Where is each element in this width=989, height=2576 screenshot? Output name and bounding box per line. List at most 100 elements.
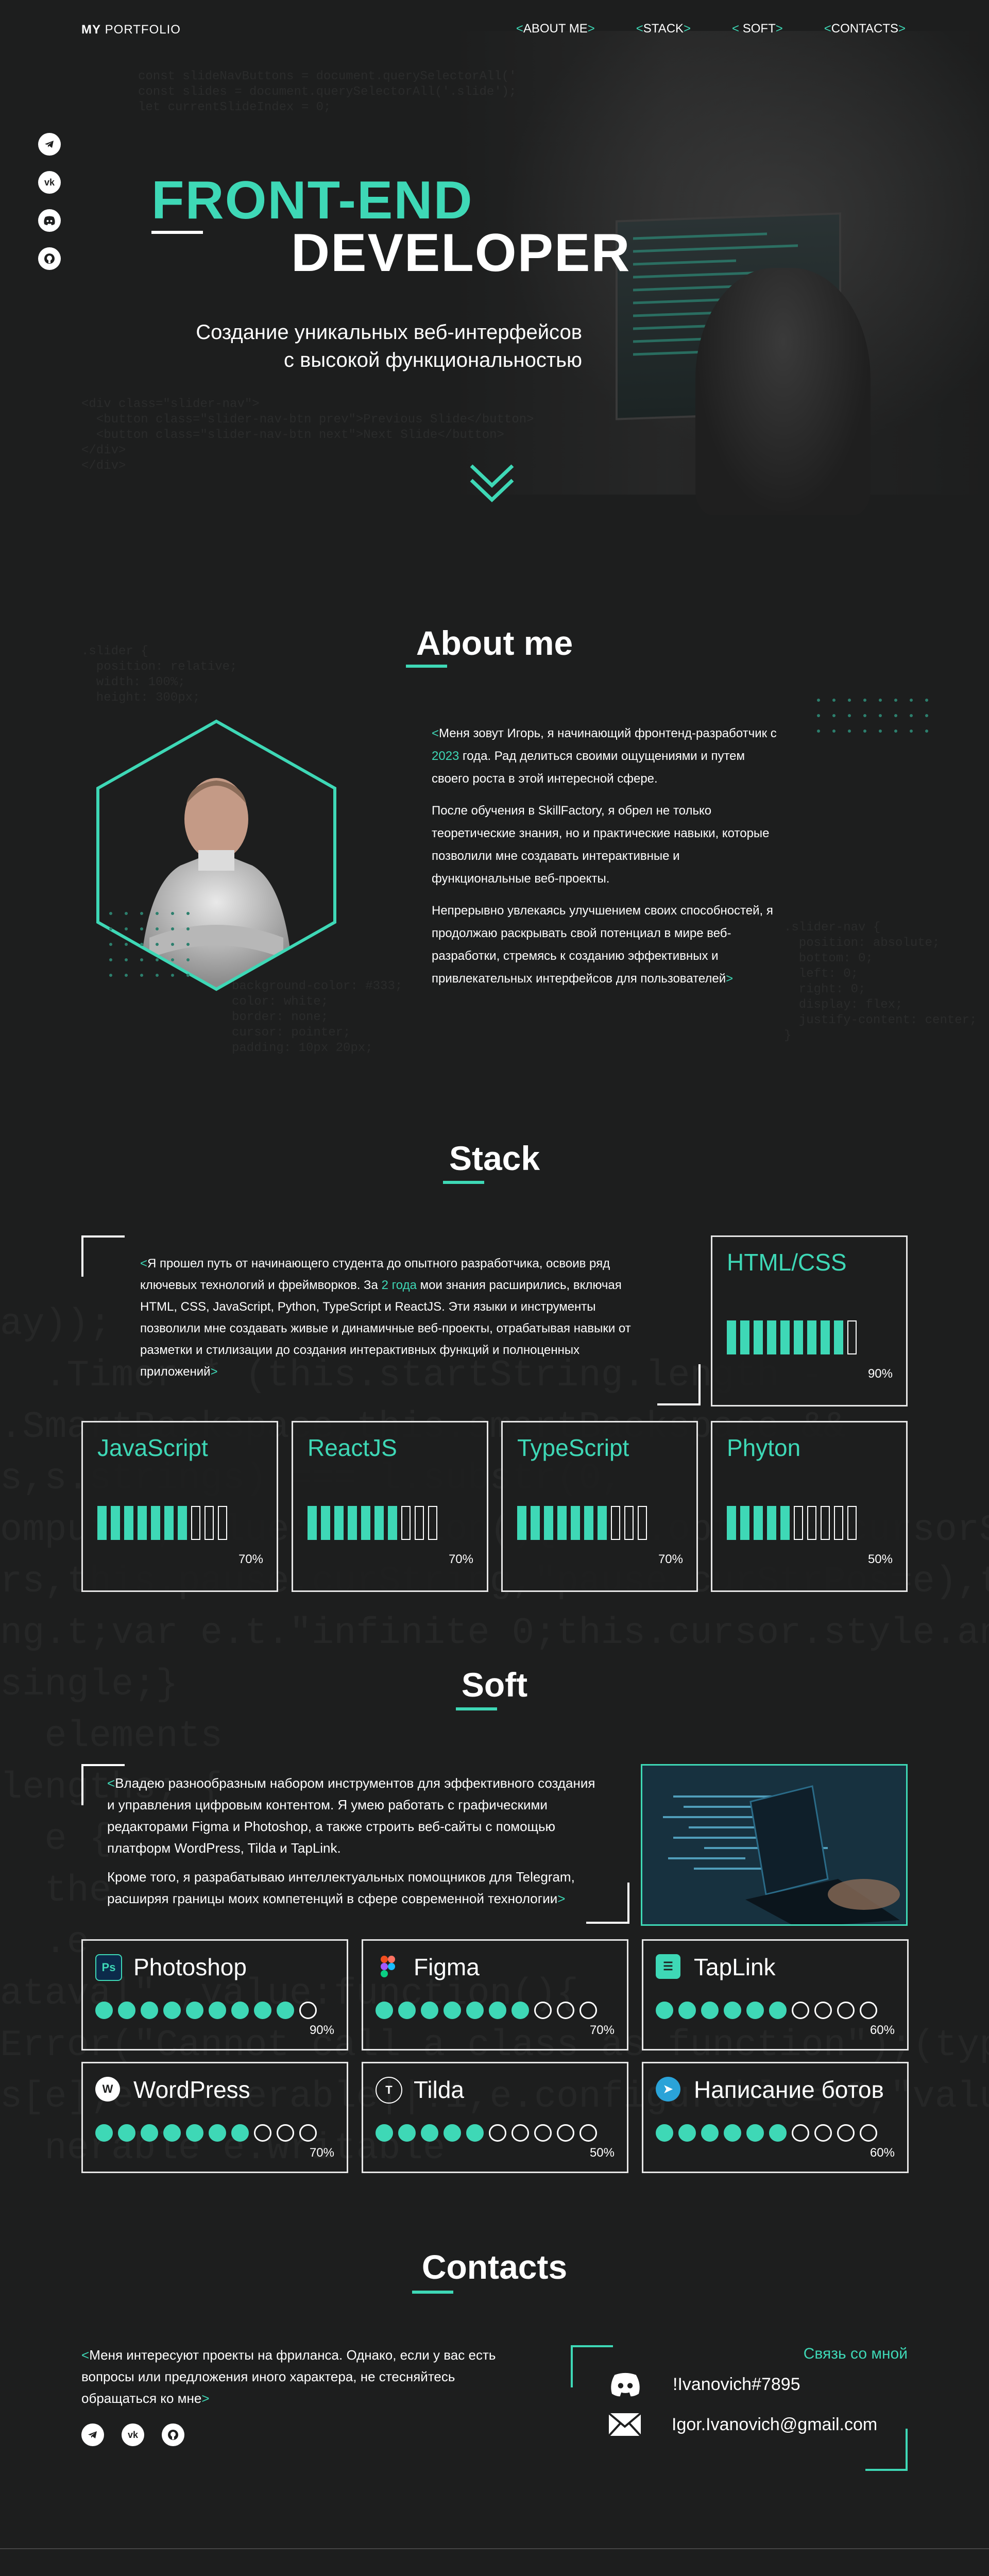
about-title: About me <box>416 624 573 662</box>
telegram-icon: ➤ <box>656 2077 680 2102</box>
stack-title: Stack <box>449 1139 540 1177</box>
contact-email-row[interactable]: Igor.Ivanovich@gmail.com <box>608 2412 877 2437</box>
soft-card-title: WordPress <box>133 2076 250 2103</box>
contact-discord-row[interactable]: !Ivanovich#7895 <box>608 2371 800 2398</box>
vk-icon[interactable]: vk <box>122 2424 144 2446</box>
level-dot <box>421 2002 438 2019</box>
about-paragraph-2: После обучения в SkillFactory, я обрел н… <box>432 804 770 886</box>
level-dot <box>489 2124 506 2142</box>
tilda-icon: T <box>376 2077 402 2104</box>
level-bar <box>428 1506 437 1540</box>
level-bar <box>178 1506 187 1540</box>
stack-card-level-bars <box>97 1506 227 1540</box>
about-text: <Меня зовут Игорь, я начинающий фронтенд… <box>432 722 777 999</box>
soft-card-title: Tilda <box>414 2076 464 2103</box>
level-bar <box>401 1506 411 1540</box>
stack-card-percent: 90% <box>867 1367 893 1381</box>
stack-card-level-bars <box>308 1506 437 1540</box>
level-bar <box>611 1506 620 1540</box>
level-bar <box>598 1506 607 1540</box>
github-icon[interactable] <box>162 2424 184 2446</box>
nav-soft[interactable]: < SOFT> <box>732 22 783 36</box>
level-bar <box>624 1506 634 1540</box>
soft-card-level-dots <box>656 2124 877 2142</box>
level-dot <box>792 2002 809 2019</box>
figma-icon <box>376 1954 400 1979</box>
hero-subtitle-line-2: с высокой функциональностью <box>283 349 582 371</box>
level-dot <box>231 2124 249 2142</box>
about-dots-left <box>109 912 190 977</box>
stack-title-underline <box>443 1181 484 1184</box>
level-dot <box>701 2002 719 2019</box>
stack-card-title: TypeScript <box>517 1434 629 1461</box>
level-dot <box>746 2124 764 2142</box>
level-bar <box>321 1506 330 1540</box>
level-dot <box>701 2124 719 2142</box>
level-bar <box>834 1506 843 1540</box>
scroll-down-chevron-icon[interactable] <box>466 459 518 510</box>
soft-card: ☰ TapLink 60% <box>642 1939 909 2050</box>
level-bar <box>638 1506 647 1540</box>
vk-icon[interactable]: vk <box>38 171 61 194</box>
level-dot <box>678 2002 696 2019</box>
level-bar <box>847 1320 857 1354</box>
level-bar <box>767 1320 776 1354</box>
about-paragraph-1: <Меня зовут Игорь, я начинающий фронтенд… <box>432 726 777 786</box>
level-bar <box>361 1506 370 1540</box>
level-dot <box>163 2124 181 2142</box>
stack-quote: <Я прошел путь от начинающего студента д… <box>140 1257 631 1379</box>
level-dot <box>724 2002 741 2019</box>
level-bar <box>821 1320 830 1354</box>
about-code-ghost-right: .slider-nav { position: absolute; bottom… <box>784 921 977 1043</box>
soft-title-underline <box>456 1707 497 1710</box>
soft-title: Soft <box>461 1666 528 1704</box>
soft-card-percent: 60% <box>869 2146 895 2160</box>
nav-about[interactable]: <ABOUT ME> <box>516 22 595 36</box>
level-dot <box>209 2124 226 2142</box>
soft-card-level-dots <box>376 2124 597 2142</box>
stack-card-level-bars <box>517 1506 647 1540</box>
soft-card-title: TapLink <box>694 1954 776 1980</box>
telegram-icon[interactable] <box>81 2424 104 2446</box>
level-bar <box>334 1506 344 1540</box>
soft-image-laptop <box>641 1764 908 1926</box>
level-dot <box>398 2002 416 2019</box>
level-bar <box>348 1506 357 1540</box>
nav-contacts[interactable]: <CONTACTS> <box>824 22 906 36</box>
discord-icon <box>611 2372 640 2397</box>
contact-box-corner-tl <box>571 2345 613 2387</box>
level-dot <box>860 2002 877 2019</box>
level-bar <box>164 1506 174 1540</box>
level-bar <box>807 1320 816 1354</box>
level-dot <box>579 2002 597 2019</box>
level-dot <box>299 2124 317 2142</box>
level-dot <box>769 2124 787 2142</box>
level-bar <box>727 1320 736 1354</box>
stack-card: HTML/CSS 90% <box>711 1235 908 1406</box>
github-icon[interactable] <box>38 247 61 270</box>
level-bar <box>754 1320 763 1354</box>
telegram-icon[interactable] <box>38 133 61 156</box>
main-nav: <ABOUT ME> <STACK> < SOFT> <CONTACTS> <box>516 22 906 36</box>
nav-stack[interactable]: <STACK> <box>636 22 691 36</box>
level-dot <box>209 2002 226 2019</box>
level-dot <box>118 2002 135 2019</box>
level-bar <box>138 1506 147 1540</box>
level-dot <box>141 2002 158 2019</box>
level-bar <box>557 1506 567 1540</box>
level-bar <box>151 1506 160 1540</box>
discord-icon[interactable] <box>38 209 61 232</box>
level-dot <box>466 2124 484 2142</box>
contact-box-corner-br <box>865 2429 908 2471</box>
level-dot <box>511 2002 529 2019</box>
level-bar <box>780 1320 790 1354</box>
level-bar <box>388 1506 397 1540</box>
logo[interactable]: MY PORTFOLIO <box>81 23 181 37</box>
level-dot <box>254 2002 271 2019</box>
level-bar <box>794 1506 803 1540</box>
level-bar <box>807 1506 816 1540</box>
contacts-title: Contacts <box>421 2248 568 2286</box>
level-dot <box>534 2124 552 2142</box>
about-title-underline <box>406 665 447 668</box>
laptop-code-image <box>642 1766 906 1924</box>
